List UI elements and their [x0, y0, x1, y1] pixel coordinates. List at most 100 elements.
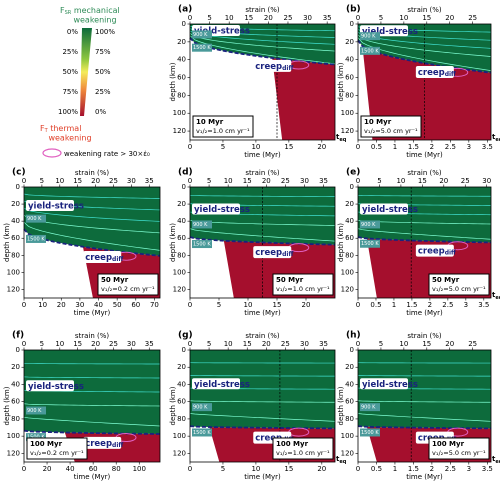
- y-axis-label: depth (km): [3, 386, 11, 425]
- info-age: 100 Myr: [276, 440, 309, 448]
- y-tick-label: 40: [177, 380, 186, 388]
- x-tick-label: 0: [188, 465, 192, 473]
- x-tick-label: 40: [66, 465, 75, 473]
- region-label: yield-stress: [362, 205, 418, 215]
- x-tick-label: 10: [251, 143, 260, 151]
- x-tick-label: 10: [244, 301, 253, 309]
- y-axis-label: depth (km): [169, 386, 177, 425]
- x-tick-label: 0: [22, 465, 26, 473]
- x2-tick-label: 5: [40, 340, 44, 348]
- x2-tick-label: 5: [379, 340, 383, 348]
- isotherm-label: 900 K: [27, 408, 42, 414]
- x-tick-label: 0: [188, 143, 192, 151]
- legend-right-tick: 75%: [95, 48, 111, 56]
- x-tick-label: 1.5: [408, 143, 419, 151]
- y-tick-label: 20: [345, 363, 354, 371]
- x-tick-label: 3.5: [482, 465, 493, 473]
- y-tick-label: 40: [177, 56, 186, 64]
- y-tick-label: 0: [350, 346, 354, 354]
- y-tick-label: 100: [341, 432, 354, 440]
- legend-left-tick: 0%: [67, 28, 78, 36]
- x-tick-label: 5: [217, 301, 221, 309]
- x2-tick-label: 25: [109, 177, 118, 185]
- x-tick-label: 70: [150, 301, 159, 309]
- y-axis-label: depth (km): [337, 386, 345, 425]
- x-tick-label: 5: [221, 143, 225, 151]
- x2-tick-label: 10: [55, 177, 64, 185]
- x-tick-label: 1: [393, 465, 397, 473]
- x-tick-label: 60: [131, 301, 140, 309]
- panel-label: (b): [346, 5, 361, 15]
- y-tick-label: 80: [345, 251, 354, 259]
- creep-word: creep: [418, 68, 445, 78]
- x-tick-label: 0.5: [370, 301, 381, 309]
- y-tick-label: 40: [11, 217, 20, 225]
- y-tick-label: 100: [173, 268, 186, 276]
- creep-sub: diff: [445, 71, 456, 78]
- y-tick-label: 60: [345, 234, 354, 242]
- x2-tick-label: 30: [482, 177, 491, 185]
- legend-bar: [80, 28, 92, 116]
- x-tick-label: 10: [38, 301, 47, 309]
- teq-sub: eq: [495, 137, 500, 143]
- isotherm-label: 1500 K: [193, 430, 211, 436]
- y-tick-label: 60: [11, 398, 20, 406]
- x-axis-label: time (Myr): [244, 309, 281, 317]
- y-tick-label: 120: [341, 285, 354, 293]
- y-tick-label: 80: [177, 91, 186, 99]
- y-tick-label: 0: [16, 183, 20, 191]
- x2-tick-label: 20: [91, 177, 100, 185]
- y-tick-label: 60: [345, 398, 354, 406]
- x2-tick-label: 0: [188, 340, 192, 348]
- y-axis-label: depth (km): [169, 223, 177, 262]
- x-tick-label: 0: [356, 143, 360, 151]
- y-tick-label: 40: [177, 217, 186, 225]
- x2-tick-label: 20: [445, 14, 454, 22]
- x-tick-label: 60: [89, 465, 98, 473]
- isotherm-label: 900 K: [193, 405, 208, 411]
- x2-tick-label: 20: [439, 177, 448, 185]
- x2-axis-label: strain (%): [245, 169, 280, 177]
- word: thermal: [50, 124, 81, 133]
- y-tick-label: 20: [345, 200, 354, 208]
- x2-tick-label: 15: [418, 177, 427, 185]
- x-tick-label: 40: [94, 301, 103, 309]
- x-axis-label: time (Myr): [244, 151, 281, 159]
- x2-tick-label: 20: [264, 14, 273, 22]
- teq-sub: eq: [339, 137, 346, 143]
- y-tick-label: 120: [7, 285, 20, 293]
- x-axis-label: time (Myr): [74, 473, 111, 481]
- x2-tick-label: 15: [243, 177, 252, 185]
- x-tick-label: 20: [57, 301, 66, 309]
- x-tick-label: 30: [75, 301, 84, 309]
- y-tick-label: 0: [350, 20, 354, 28]
- y-tick-label: 20: [177, 363, 186, 371]
- y-tick-label: 120: [173, 285, 186, 293]
- x-tick-label: 2.5: [445, 143, 456, 151]
- x2-tick-label: 5: [207, 340, 211, 348]
- x2-tick-label: 30: [127, 177, 136, 185]
- x2-tick-label: 30: [303, 14, 312, 22]
- info-velocity: v₁/₂=1.0 cm yr⁻¹: [196, 127, 250, 135]
- x-tick-label: 3: [467, 465, 471, 473]
- y-tick-label: 60: [11, 234, 20, 242]
- legend-right-tick: 50%: [95, 68, 111, 76]
- x-tick-label: 3.5: [478, 301, 489, 309]
- panel-label: (f): [12, 331, 24, 341]
- y-tick-label: 20: [11, 363, 20, 371]
- y-tick-label: 20: [177, 38, 186, 46]
- y-tick-label: 80: [177, 251, 186, 259]
- x2-axis-label: strain (%): [407, 169, 442, 177]
- x-tick-label: 3.5: [482, 143, 493, 151]
- creep-sub: diff: [282, 64, 293, 71]
- isotherm-label: 1500 K: [361, 48, 379, 54]
- x-tick-label: 0.5: [371, 143, 382, 151]
- legend-right-tick: 100%: [95, 28, 115, 36]
- panel-label: (e): [346, 168, 360, 178]
- x-tick-label: 15: [284, 143, 293, 151]
- teq-label: teq: [492, 133, 500, 143]
- x-axis-label: time (Myr): [74, 309, 111, 317]
